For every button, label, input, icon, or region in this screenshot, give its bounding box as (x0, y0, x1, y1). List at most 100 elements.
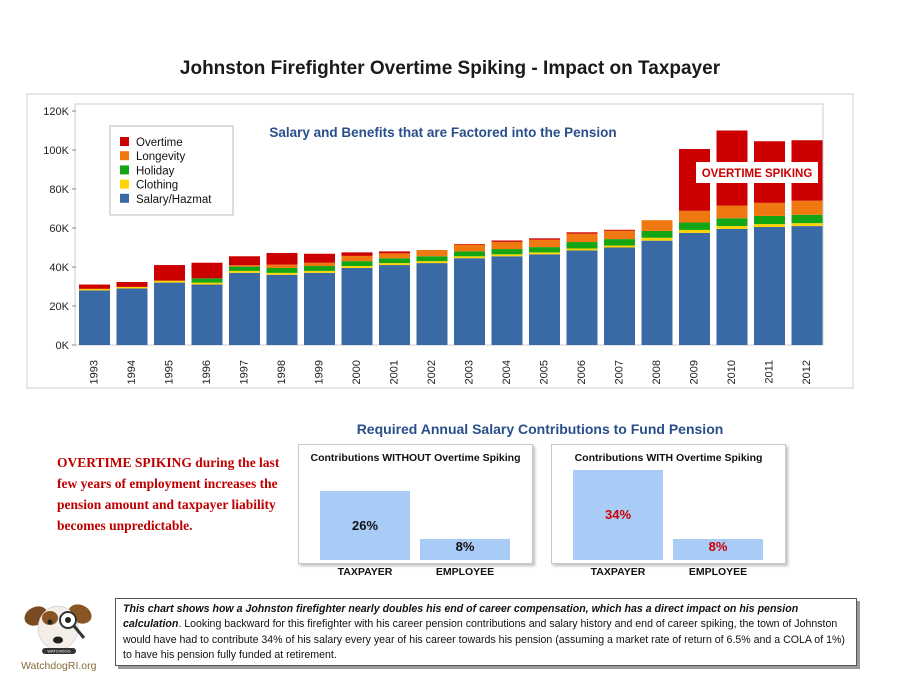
mini-chart-title: Contributions WITH Overtime Spiking (574, 452, 763, 464)
x-tick-label: 1996 (201, 360, 213, 384)
bar-segment-clothing (641, 237, 673, 241)
bar-segment-salary-hazmat (191, 284, 223, 345)
footer-body: . Looking backward for this firefighter … (123, 618, 845, 662)
bar-segment-longevity (266, 264, 298, 268)
x-tick-label: 2001 (388, 360, 400, 384)
bar-segment-overtime (229, 256, 260, 266)
bar-segment-holiday (791, 214, 823, 224)
bar-segment-salary-hazmat (379, 265, 410, 345)
y-tick-label: 0K (56, 340, 70, 352)
bar-segment-overtime (341, 252, 373, 256)
y-tick-label: 120K (43, 106, 69, 118)
x-tick-label: 1995 (163, 360, 175, 384)
bar-segment-salary-hazmat (641, 240, 673, 345)
contribution-bar-employee (420, 538, 510, 560)
annotation-label: OVERTIME SPIKING (702, 168, 813, 180)
bar-segment-clothing (79, 288, 110, 291)
bar-segment-clothing (454, 256, 485, 259)
x-tick-label: 2006 (576, 360, 588, 384)
contribution-value-label: 34% (604, 507, 632, 522)
bar-segment-salary-hazmat (266, 274, 298, 345)
legend-swatch (120, 151, 129, 161)
y-tick-label: 100K (43, 145, 69, 157)
legend-swatch (120, 179, 129, 189)
section-title: Required Annual Salary Contributions to … (356, 421, 724, 437)
bar-segment-longevity (454, 244, 485, 252)
bar-segment-salary-hazmat (566, 250, 598, 345)
contribution-category-label: TAXPAYER (337, 566, 393, 578)
footer-text: This chart shows how a Johnston firefigh… (123, 602, 851, 664)
bar-segment-overtime (266, 252, 298, 265)
bar-segment-clothing (529, 252, 560, 255)
bar-segment-overtime (116, 282, 148, 287)
bar-segment-holiday (529, 247, 560, 253)
legend-box (109, 125, 234, 216)
bar-segment-clothing (679, 229, 710, 233)
mini-chart-title: Contributions WITHOUT Overtime Spiking (310, 452, 521, 464)
x-tick-label: 2009 (688, 360, 700, 384)
bar-segment-longevity (529, 239, 560, 248)
y-tick-label: 80K (49, 184, 69, 196)
bar-segment-longevity (304, 262, 335, 267)
footer-note: This chart shows how a Johnston firefigh… (115, 598, 857, 666)
y-tick-label: 60K (49, 223, 69, 235)
bar-segment-overtime (379, 251, 410, 254)
legend-swatch (120, 137, 129, 146)
contribution-value-label: 8% (708, 539, 728, 554)
x-tick-label: 1994 (126, 360, 138, 384)
bar-segment-holiday (191, 278, 223, 283)
bar-segment-overtime (304, 253, 335, 263)
bar-segment-overtime (454, 243, 485, 245)
bar-segment-clothing (416, 261, 448, 264)
overtime-note: OVERTIME SPIKING during the last few yea… (57, 455, 280, 533)
contribution-value-label: 8% (455, 539, 475, 554)
bar-segment-overtime (154, 265, 185, 281)
bar-segment-salary-hazmat (341, 267, 373, 345)
bar-segment-clothing (716, 226, 748, 229)
page-title: Johnston Firefighter Overtime Spiking - … (179, 58, 721, 79)
y-tick-label: 40K (49, 262, 69, 274)
bar-segment-clothing (191, 282, 223, 285)
bar-segment-clothing (154, 280, 185, 283)
bar-segment-longevity (229, 265, 260, 267)
bar-segment-holiday (416, 256, 448, 262)
bar-segment-salary-hazmat (154, 282, 185, 345)
bar-segment-overtime (79, 284, 110, 289)
x-tick-label: 2008 (651, 360, 663, 384)
footer-lead: This chart shows how a Johnston firefigh… (123, 603, 799, 631)
bar-segment-holiday (304, 266, 335, 271)
bar-segment-holiday (716, 218, 748, 227)
x-tick-label: 2003 (463, 360, 475, 384)
mini-chart-with-spiking: Contributions WITH Overtime Spiking 34% T… (551, 444, 786, 578)
bar-segment-clothing (791, 223, 823, 227)
bar-segment-holiday (379, 258, 410, 264)
bar-segment-holiday (566, 242, 598, 249)
watchdog-logo: WATCHDOG (24, 604, 92, 654)
x-tick-label: 1993 (88, 360, 100, 384)
bar-segment-longevity (641, 220, 673, 231)
legend-label: Clothing (136, 180, 178, 192)
bar-segment-clothing (491, 254, 523, 257)
bar-segment-salary-hazmat (79, 290, 110, 345)
x-tick-label: 2010 (726, 360, 738, 384)
contribution-category-label: TAXPAYER (590, 566, 646, 578)
bar-segment-longevity (491, 241, 523, 250)
legend-label: Longevity (136, 151, 185, 163)
contribution-bar-employee (673, 538, 763, 560)
bar-segment-salary-hazmat (491, 256, 523, 345)
bar-segment-salary-hazmat (229, 272, 260, 345)
bar-segment-overtime (604, 229, 635, 231)
x-tick-label: 1999 (313, 360, 325, 384)
bar-segment-clothing (341, 266, 373, 268)
bar-segment-salary-hazmat (679, 232, 710, 345)
bar-segment-holiday (341, 261, 373, 267)
bar-segment-salary-hazmat (604, 247, 635, 345)
legend-swatch (120, 165, 129, 175)
legend-label: Overtime (136, 137, 183, 149)
x-tick-label: 2012 (801, 360, 813, 384)
legend-label: Salary/Hazmat (136, 194, 212, 206)
bar-segment-clothing (379, 263, 410, 266)
stacked-bar-chart: 0K 20K 40K 60K 80K 100K 120K 1993 1994 1995 1996 19… (26, 93, 854, 389)
bar-segment-clothing (566, 248, 598, 251)
bar-segment-longevity (679, 210, 710, 223)
